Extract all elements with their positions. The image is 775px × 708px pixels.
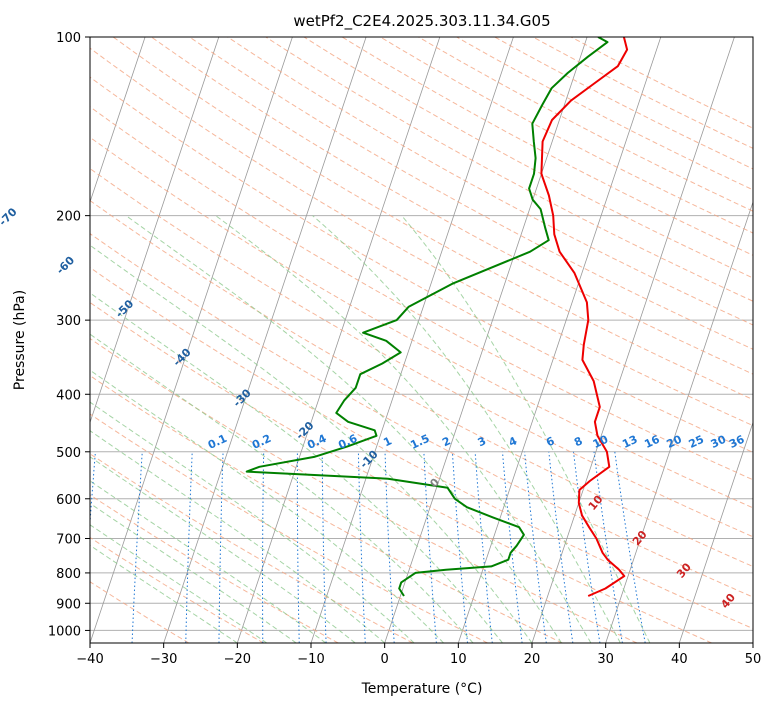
mixing-ratio-label: 16 [642,433,662,451]
mixing-ratio-line [90,451,96,530]
y-tick-label: 900 [56,597,81,612]
series-lines [245,37,629,597]
y-tick-label: 700 [56,533,81,548]
moist-adiabat-line [90,502,297,643]
y-tick-label: 500 [56,446,81,461]
dry-adiabat-line [90,266,753,630]
moist-adiabat-line [401,215,651,643]
moist-adiabat-line [90,333,474,643]
y-tick-label: 300 [56,314,81,329]
x-tick-label: −40 [76,652,103,667]
y-tick-label: 800 [56,567,81,582]
dry-adiabat-line [112,37,753,401]
y-tick-label: 100 [56,31,81,46]
moist-adiabat-line [215,215,592,643]
moist-adiabat-line [90,244,533,643]
isotherm-line [605,200,753,643]
mixing-ratio-line [548,451,574,643]
mixing-ratio-label: 10 [591,433,611,451]
y-tick-label: 600 [56,493,81,508]
isotherm-line [236,37,441,643]
dry-adiabat-line [90,536,264,643]
dry-adiabat-line [151,37,753,375]
mixing-ratio-line [131,451,143,643]
mixing-ratio-line [474,451,493,643]
isotherm-line [678,421,753,643]
y-tick-label: 1000 [48,624,81,639]
dry-adiabat-line [90,581,190,643]
x-tick-label: −10 [297,652,324,667]
y-tick-label: 400 [56,388,81,403]
dry-adiabat-line [90,167,753,538]
x-tick-label: 10 [450,652,467,667]
mixing-ratio-line [524,451,547,643]
x-tick-label: 50 [745,652,762,667]
x-tick-label: −20 [224,652,251,667]
moist-adiabat-line [90,544,238,643]
dry-adiabat-line [90,47,753,427]
dry-adiabat-line [90,301,712,643]
moist-adiabat-line [90,524,268,643]
moist-adiabat-line [90,369,444,643]
dry-adiabat-line [90,136,753,509]
isotherm-line [90,37,220,424]
isotherm-line [384,37,588,643]
x-tick-label: 30 [597,652,614,667]
moist-adiabat-line [90,401,415,643]
dry-adiabat-line [90,375,563,643]
y-tick-label: 200 [56,210,81,225]
mixing-ratio-line [502,451,523,643]
mixing-ratio-label: 36 [727,433,747,451]
x-tick-label: 40 [671,652,688,667]
mixing-ratio-label: 25 [687,433,706,451]
dry-adiabat-line [90,76,753,453]
axes: −40 −30 −20 −10 0 10 20 30 40 50 100 200 300 400 500 60… [48,31,761,667]
mixing-ratio-line [384,451,395,643]
dewpoint-profile-line [245,37,609,597]
y-axis-title: Pressure (hPa) [12,290,28,390]
isotherm-line [90,37,293,643]
x-tick-label: 0 [381,652,389,667]
dry-adiabat-line [90,413,488,643]
x-axis-title: Temperature (°C) [361,681,483,697]
isotherm-line [163,37,367,643]
moist-adiabat-line [125,215,562,643]
moist-adiabat-line [90,430,386,643]
moist-adiabat-line [90,292,503,643]
mixing-ratio-line [451,451,468,643]
moist-adiabat-line [90,480,326,643]
dry-adiabat-line [90,337,638,643]
temperature-profile-line [540,37,629,597]
x-tick-label: −30 [150,652,177,667]
x-tick-label: 20 [524,652,541,667]
mixing-ratio-line [423,451,437,643]
chart-title: wetPf2_C2E4.2025.303.11.34.G05 [293,12,550,31]
isotherm-line [90,37,146,204]
moist-adiabat-line [312,215,621,643]
plot-frame [89,36,754,644]
mixing-ratio-label: 30 [709,433,729,451]
mixing-ratio-label: 20 [664,433,684,451]
mixing-ratio-label: 13 [620,433,639,451]
